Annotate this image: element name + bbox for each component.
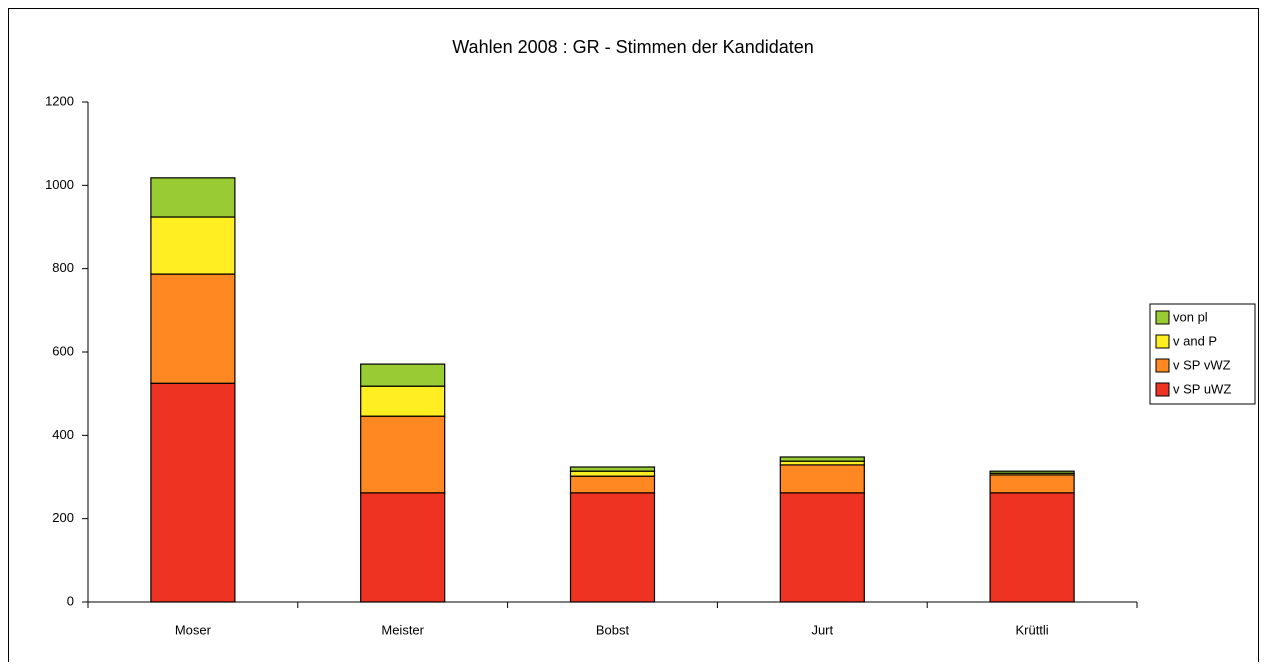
legend-swatch [1155,334,1170,349]
x-tick-label: Bobst [596,622,630,637]
x-tick-label: Meister [381,622,424,637]
bar-segment [989,470,1075,474]
y-tick-label: 0 [67,593,74,608]
bar-segment [569,466,656,472]
bar-segment [569,470,656,477]
y-tick-label: 1200 [45,93,74,108]
bar-segment [989,492,1075,603]
x-tick-label: Jurt [811,622,833,637]
bar-segment [150,216,236,275]
bar-segment [150,177,236,218]
legend-swatch [1155,358,1170,373]
chart-title: Wahlen 2008 : GR - Stimmen der Kandidate… [452,37,814,57]
bar-segment [779,464,865,494]
bar-segment [360,415,446,494]
bar-segment [360,385,446,417]
legend-label: v and P [1173,333,1217,348]
legend-swatch [1155,382,1170,397]
y-tick-label: 600 [52,343,74,358]
legend-swatch [1155,310,1170,325]
legend-label: v SP vWZ [1173,357,1231,372]
x-tick-label: Krüttli [1015,622,1048,637]
y-tick-label: 1000 [45,177,74,192]
bar-segment [150,273,236,384]
bar-segment [569,475,656,494]
bar-segment [150,382,236,603]
y-tick-label: 200 [52,510,74,525]
legend-label: von pl [1173,309,1208,324]
legend-label: v SP uWZ [1173,381,1231,396]
x-tick-label: Moser [175,622,212,637]
bar-segment [360,492,446,603]
bar-segment [569,492,656,603]
bar-segment [779,492,865,603]
bar-segment [989,474,1075,494]
bar-segment [779,456,865,462]
y-tick-label: 400 [52,427,74,442]
bar-segment [360,363,446,387]
y-tick-label: 800 [52,260,74,275]
